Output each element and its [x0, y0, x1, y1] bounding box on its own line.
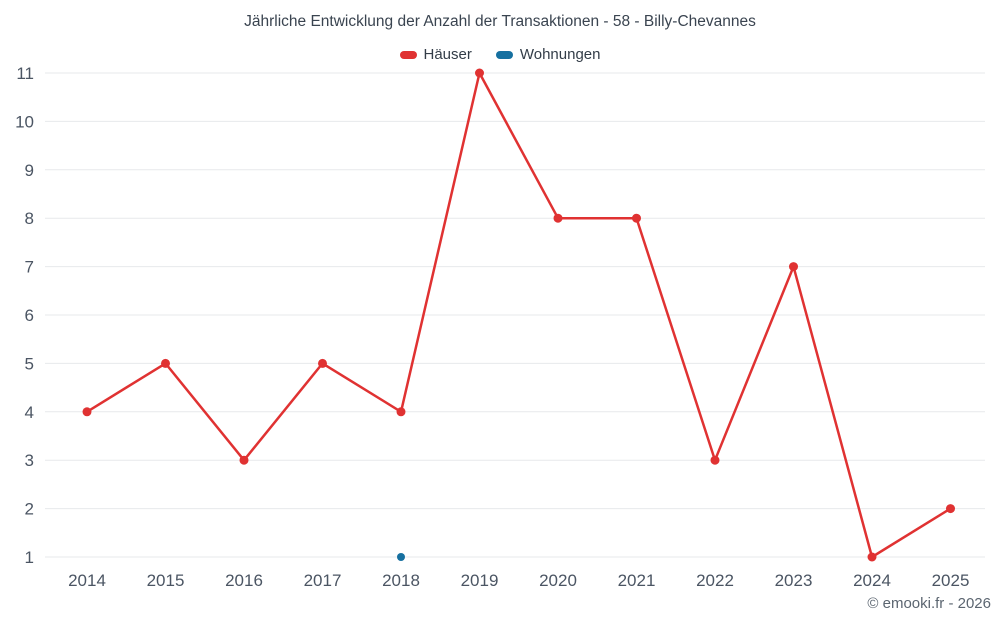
- data-point-wohnungen[interactable]: [397, 553, 405, 561]
- y-tick-label: 7: [25, 258, 34, 277]
- y-tick-label: 4: [25, 403, 34, 422]
- y-tick-label: 10: [15, 112, 34, 131]
- series-line-häuser: [85, 71, 952, 559]
- legend-label: Häuser: [423, 46, 472, 63]
- x-tick-label: 2016: [225, 571, 263, 590]
- x-tick-label: 2018: [382, 571, 420, 590]
- x-tick-label: 2023: [775, 571, 813, 590]
- data-point-häuser[interactable]: [553, 213, 563, 223]
- data-point-häuser[interactable]: [318, 358, 327, 368]
- copyright-text: © emooki.fr - 2026: [867, 595, 991, 612]
- x-tick-label: 2024: [853, 571, 891, 590]
- data-point-häuser[interactable]: [475, 68, 484, 78]
- y-tick-label: 5: [25, 354, 34, 373]
- legend: Häuser Wohnungen: [0, 46, 1000, 63]
- x-tick-label: 2015: [147, 571, 185, 590]
- x-tick-label: 2017: [304, 571, 342, 590]
- x-tick-label: 2025: [932, 571, 970, 590]
- data-point-häuser[interactable]: [161, 358, 170, 368]
- x-tick-label: 2021: [618, 571, 656, 590]
- x-tick-label: 2019: [461, 571, 499, 590]
- x-tick-label: 2022: [696, 571, 734, 590]
- y-tick-label: 6: [25, 306, 34, 325]
- data-point-häuser[interactable]: [867, 552, 877, 562]
- y-tick-label: 3: [25, 451, 34, 470]
- y-tick-label: 9: [25, 161, 34, 180]
- data-point-häuser[interactable]: [710, 455, 720, 465]
- data-point-häuser[interactable]: [946, 504, 955, 514]
- data-point-häuser[interactable]: [82, 407, 92, 417]
- data-point-häuser[interactable]: [789, 262, 798, 272]
- legend-swatch: [399, 50, 417, 59]
- legend-item-wohnungen[interactable]: Wohnungen: [495, 46, 601, 63]
- legend-item-häuser[interactable]: Häuser: [399, 46, 472, 63]
- y-tick-label: 8: [25, 209, 34, 228]
- legend-swatch: [495, 50, 513, 59]
- legend-label: Wohnungen: [519, 46, 601, 63]
- x-tick-label: 2020: [539, 571, 577, 590]
- data-point-häuser[interactable]: [239, 455, 249, 465]
- y-tick-label: 11: [16, 64, 34, 83]
- data-point-häuser[interactable]: [632, 213, 641, 223]
- y-tick-label: 1: [25, 548, 34, 567]
- data-point-häuser[interactable]: [396, 407, 406, 417]
- chart-title: Jährliche Entwicklung der Anzahl der Tra…: [244, 13, 756, 30]
- x-tick-label: 2014: [68, 571, 106, 590]
- y-tick-label: 2: [25, 500, 34, 519]
